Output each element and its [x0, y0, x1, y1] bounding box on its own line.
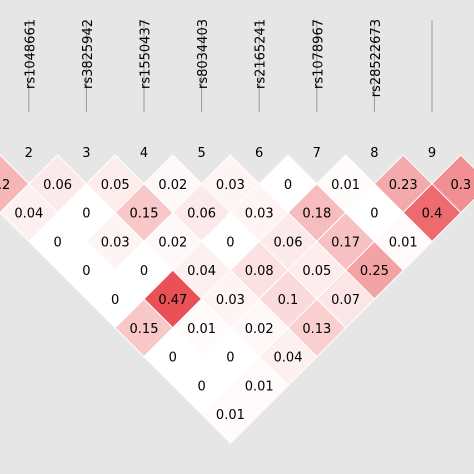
snp-index-label: 4 — [140, 146, 148, 161]
ld-cell: 0.2 — [0, 154, 30, 214]
ld-cell: 0.01 — [229, 355, 289, 415]
snp-name-label: rs1078967 — [311, 19, 326, 89]
ld-value-label: 0 — [370, 207, 378, 222]
ld-value-label: 0 — [226, 235, 234, 250]
ld-value-label: 0 — [82, 264, 90, 279]
snp-index-label: 5 — [197, 146, 205, 161]
ld-value-label: 0 — [140, 264, 148, 279]
snp-marker: rs8034403 5 — [196, 19, 211, 161]
snp-marker: rs3825942 3 — [81, 19, 96, 161]
ld-value-label: 0.47 — [158, 293, 187, 308]
ld-cell: 0.01 — [373, 211, 433, 271]
ld-value-label: 0.01 — [331, 178, 360, 193]
ld-value-label: 0.06 — [187, 207, 216, 222]
ld-value-label: 0 — [53, 235, 61, 250]
ld-value-label: 0.03 — [101, 235, 130, 250]
ld-value-label: 0.01 — [389, 235, 418, 250]
snp-name-label: rs2165241 — [254, 19, 269, 89]
ld-value-label: 0.08 — [245, 264, 274, 279]
ld-value-label: 0 — [197, 379, 205, 394]
ld-value-label: 0 — [169, 351, 177, 366]
ld-value-label: 0.1 — [278, 293, 299, 308]
snp-index-label: 9 — [428, 146, 436, 161]
ld-cell: 0.01 — [200, 384, 260, 444]
ld-cell: 0.02 — [229, 298, 289, 358]
ld-value-label: 0.03 — [216, 178, 245, 193]
ld-value-label: 0 — [226, 351, 234, 366]
ld-value-label: 0.2 — [0, 178, 10, 193]
snp-marker: rs1048661 2 — [23, 19, 38, 161]
snp-index-label: 7 — [313, 146, 321, 161]
snp-marker: 9 — [428, 20, 436, 161]
ld-cell: 0.17 — [316, 211, 376, 271]
snp-marker: rs2165241 6 — [254, 19, 269, 161]
ld-value-label: 0.01 — [187, 322, 216, 337]
ld-value-label: 0.17 — [331, 235, 360, 250]
ld-value-label: 0.03 — [216, 293, 245, 308]
ld-value-label: 0 — [111, 293, 119, 308]
ld-value-label: 0.15 — [130, 322, 159, 337]
ld-value-label: 0.3 — [450, 178, 471, 193]
ld-value-label: 0.15 — [130, 207, 159, 222]
ld-value-label: 0.03 — [245, 207, 274, 222]
ld-value-label: 0.25 — [360, 264, 389, 279]
snp-name-label: rs28522673 — [369, 19, 384, 97]
ld-value-label: 0.05 — [302, 264, 331, 279]
ld-value-label: 0.06 — [43, 178, 72, 193]
snp-index-label: 3 — [82, 146, 90, 161]
ld-cell: 0.03 — [85, 211, 145, 271]
ld-value-label: 0.02 — [158, 235, 187, 250]
ld-cell: 0.06 — [258, 211, 318, 271]
ld-value-label: 0.05 — [101, 178, 130, 193]
snp-marker: rs1550437 4 — [139, 19, 154, 161]
snp-marker: rs1078967 7 — [311, 19, 326, 161]
snp-labels: rs16958477rs10486612rs38259423rs15504374… — [23, 19, 436, 161]
ld-value-label: 0.02 — [158, 178, 187, 193]
snp-name-label: rs8034403 — [196, 19, 211, 89]
snp-index-label: 2 — [25, 146, 33, 161]
snp-name-label: rs3825942 — [81, 19, 96, 89]
snp-name-label: rs1048661 — [23, 19, 38, 89]
snp-index-label: 6 — [255, 146, 263, 161]
ld-value-label: 0.18 — [302, 207, 331, 222]
ld-cell-diamond — [0, 154, 30, 214]
ld-value-label: 0.13 — [302, 322, 331, 337]
ld-value-label: 0.01 — [245, 379, 274, 394]
ld-value-label: 0.01 — [216, 408, 245, 423]
ld-value-label: 0 — [82, 207, 90, 222]
ld-cell-diamond — [200, 384, 260, 444]
snp-marker: rs28522673 8 — [369, 19, 384, 161]
ld-value-label: 0.04 — [14, 207, 43, 222]
snp-index-label: 8 — [370, 146, 378, 161]
ld-value-label: 0.4 — [422, 207, 443, 222]
ld-value-label: 0.07 — [331, 293, 360, 308]
ld-value-label: 0.04 — [274, 351, 303, 366]
ld-value-label: 0 — [284, 178, 292, 193]
ld-value-label: 0.23 — [389, 178, 418, 193]
ld-value-label: 0.02 — [245, 322, 274, 337]
ld-value-label: 0.06 — [274, 235, 303, 250]
ld-cell: 0.13 — [287, 298, 347, 358]
ld-cells: 0.20.060.050.020.0300.010.230.30.0400.15… — [0, 154, 474, 444]
ld-value-label: 0.04 — [187, 264, 216, 279]
snp-name-label: rs1550437 — [139, 19, 154, 89]
